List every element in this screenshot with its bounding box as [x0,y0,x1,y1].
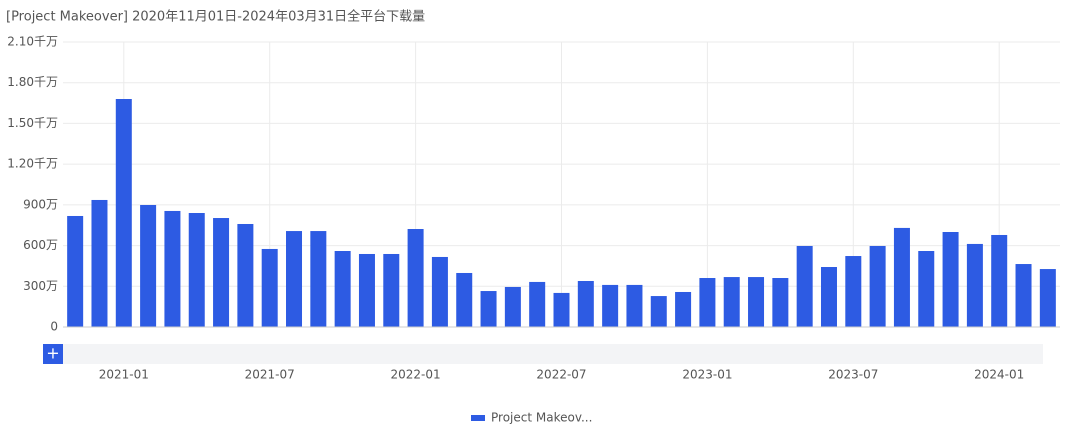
bar [772,278,789,327]
x-tick-label: 2024-01 [974,368,1024,382]
y-tick-label: 300万 [23,279,58,293]
scrollbar[interactable] [63,344,1043,364]
bar [115,99,132,327]
bar [140,204,157,327]
bar [942,232,959,327]
bar [602,284,619,327]
bar [626,284,643,327]
x-tick-label: 2022-07 [536,368,586,382]
bar [748,277,765,327]
bar [456,272,473,327]
y-tick-label: 600万 [23,238,58,252]
bar [796,245,813,327]
y-tick-label: 0 [50,320,58,334]
bar [91,199,108,327]
bar [529,281,546,327]
legend-label: Project Makeov... [491,411,592,425]
bar [358,253,375,327]
bar [67,215,84,327]
bar [213,218,230,327]
y-tick-label: 900万 [23,197,58,211]
bar [577,280,594,327]
bar [237,223,254,327]
bar [431,256,448,327]
bar [553,292,570,327]
bar [480,291,497,327]
x-tick-label: 2021-07 [245,368,295,382]
bar [723,277,740,327]
bar [845,256,862,327]
y-tick-label: 1.80千万 [7,75,58,89]
y-tick-label: 1.50千万 [7,116,58,130]
bar [310,231,327,327]
chart-title: [Project Makeover] 2020年11月01日-2024年03月3… [6,9,425,25]
y-tick-label: 1.20千万 [7,157,58,171]
zoom-button[interactable] [43,344,63,364]
bar [164,210,181,327]
bar [991,234,1008,327]
bar [407,229,424,327]
bar [334,251,351,327]
bar [820,267,837,327]
bar [188,213,205,327]
bar [699,278,716,327]
x-tick-label: 2023-07 [828,368,878,382]
bar [675,291,692,327]
bar [286,231,303,327]
zoom-icon: + [46,344,59,363]
y-tick-label: 2.10千万 [7,35,58,49]
bar [966,243,983,327]
bar [918,251,935,327]
x-tick-label: 2021-01 [99,368,149,382]
bar [1039,269,1056,327]
x-tick-label: 2023-01 [682,368,732,382]
legend-swatch [471,415,485,421]
x-tick-label: 2022-01 [391,368,441,382]
bar [261,248,278,327]
bar [1015,264,1032,327]
bar [650,296,667,327]
bar [504,286,521,327]
bar [383,253,400,327]
bar [893,227,910,327]
bar [869,245,886,327]
